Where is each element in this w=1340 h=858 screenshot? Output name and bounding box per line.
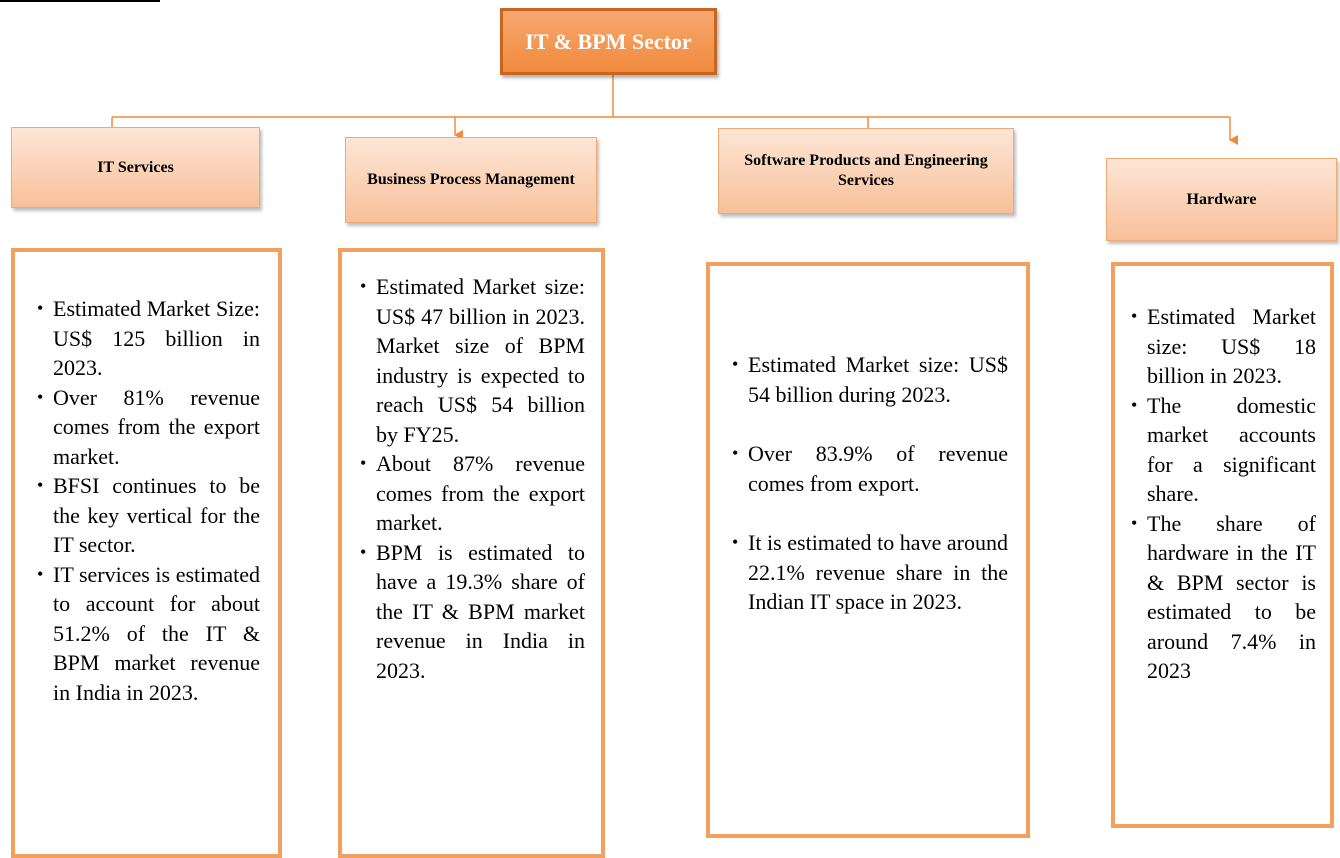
category-title: Business Process Management <box>345 137 597 223</box>
bullet: Estimated Market Size: US$ 125 billion i… <box>37 294 260 383</box>
bullet: The share of hardware in the IT & BPM se… <box>1131 509 1316 686</box>
category-title: IT Services <box>11 127 260 208</box>
category-title: Software Products and Engineering Servic… <box>718 128 1014 214</box>
bullet-list: Estimated Market size: US$ 18 billion in… <box>1127 302 1316 686</box>
bullet: Over 83.9% of revenue comes from export. <box>732 439 1008 498</box>
bullet-list: Estimated Market size: US$ 47 billion in… <box>356 272 585 685</box>
category-box: Estimated Market size: US$ 18 billion in… <box>1111 262 1334 828</box>
bullet: IT services is estimated to account for … <box>37 560 260 708</box>
category-box: Estimated Market size: US$ 47 billion in… <box>338 248 605 858</box>
root-node: IT & BPM Sector <box>500 8 717 75</box>
bullet: Estimated Market size: US$ 54 billion du… <box>732 350 1008 409</box>
bullet: Over 81% revenue comes from the export m… <box>37 383 260 472</box>
bullet: About 87% revenue comes from the export … <box>360 449 585 538</box>
bullet: Estimated Market size: US$ 47 billion in… <box>360 272 585 449</box>
bullet: Estimated Market size: US$ 18 billion in… <box>1131 302 1316 391</box>
bullet: It is estimated to have around 22.1% rev… <box>732 528 1008 617</box>
category-box: Estimated Market size: US$ 54 billion du… <box>706 262 1030 838</box>
category-title: Hardware <box>1106 158 1337 241</box>
bullet: The domestic market accounts for a signi… <box>1131 391 1316 509</box>
bullet-list: Estimated Market size: US$ 54 billion du… <box>728 350 1008 617</box>
bullet: BPM is estimated to have a 19.3% share o… <box>360 538 585 686</box>
bullet-list: Estimated Market Size: US$ 125 billion i… <box>33 294 260 707</box>
category-box: Estimated Market Size: US$ 125 billion i… <box>11 248 282 858</box>
bullet: BFSI continues to be the key vertical fo… <box>37 471 260 560</box>
